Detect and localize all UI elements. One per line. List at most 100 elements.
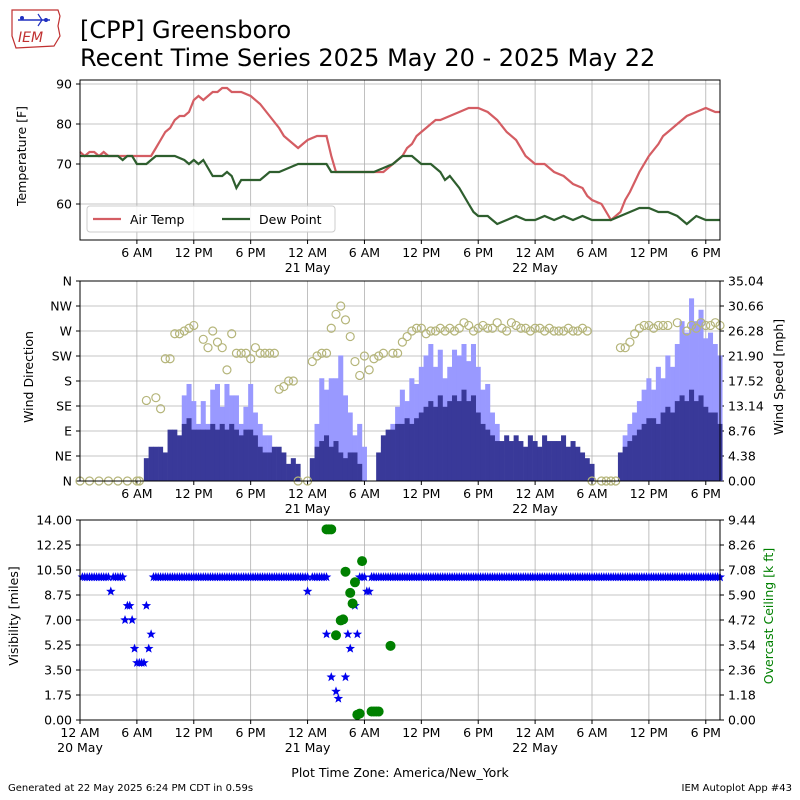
vis-x-tick-sub-8: 22 May <box>512 740 558 755</box>
speed-bar-83 <box>499 441 505 481</box>
speed-bar-80 <box>485 429 491 481</box>
wind-dir-point-119 <box>701 320 711 331</box>
vis-y-tick-label-3: 5.25 <box>44 638 72 653</box>
speed-bar-90 <box>532 441 538 481</box>
speed-bar-111 <box>632 435 638 481</box>
speed-bar-45 <box>319 441 325 481</box>
wind-dir-point-19 <box>203 343 213 353</box>
visibility-point-21 <box>127 615 137 624</box>
wind-dir-point-34 <box>274 384 284 394</box>
wind-dir-point-121 <box>710 318 720 328</box>
speed-bar-121 <box>679 395 685 481</box>
visibility-point-11 <box>103 572 114 582</box>
speed-bar-82 <box>494 441 500 481</box>
speed-bar-23 <box>214 429 221 481</box>
speed-bar-79 <box>480 423 486 481</box>
chart-title: [CPP] Greensboro Recent Time Series 2025… <box>80 16 655 72</box>
speed-bar-97 <box>565 446 571 481</box>
wind-x-tick-label-3: 12 AM <box>288 486 327 501</box>
wind-y2-label: Wind Speed [mph] <box>771 319 786 435</box>
wind-dir-point-62 <box>416 323 426 333</box>
speed-bar-94 <box>551 441 557 481</box>
speed-bar-128 <box>712 412 718 481</box>
speed-bar-28 <box>238 435 244 481</box>
vis-y-tick-label-6: 10.50 <box>36 563 72 578</box>
speed-bar-27 <box>233 429 239 481</box>
wind-y-tick-label-7: NW <box>50 299 72 314</box>
speed-bar-16 <box>181 423 187 481</box>
ceiling-point-5 <box>338 614 349 625</box>
wind-y-tick-label-3: SE <box>56 399 72 414</box>
speed-bar-81 <box>489 435 495 481</box>
vis-x-tick-label-9: 6 AM <box>576 725 607 740</box>
vis-x-tick-label-0: 12 AM <box>60 725 99 740</box>
visibility-point-33 <box>321 629 332 639</box>
wind-dir-point-86 <box>530 323 540 333</box>
vis-x-tick-label-3: 6 PM <box>236 725 266 740</box>
wind-dir-point-107 <box>634 323 645 333</box>
wind-dir-point-106 <box>630 329 640 339</box>
wind-x-tick-sub-3: 21 May <box>285 501 331 516</box>
gust-bar-29 <box>342 395 349 481</box>
visibility-point-39 <box>340 672 351 682</box>
vis-y-tick-label-1: 1.75 <box>44 688 72 703</box>
visibility-point-17 <box>117 572 128 582</box>
speed-bar-100 <box>579 452 586 481</box>
visibility-point-32 <box>302 586 313 596</box>
speed-bar-44 <box>314 446 320 481</box>
gust-bar-28 <box>338 355 344 481</box>
speed-bar-11 <box>158 446 164 481</box>
wind-x-tick-label-2: 6 PM <box>236 486 266 501</box>
ceiling-point-6 <box>340 566 351 577</box>
visibility-point-36 <box>333 693 344 703</box>
wind-dir-point-28 <box>246 354 256 364</box>
wind-dir-point-8 <box>141 395 151 406</box>
gust-bar-77 <box>707 332 714 481</box>
wind-y2-tick-label-6: 26.28 <box>728 324 764 339</box>
vis-x-tick-label-11: 6 PM <box>691 725 721 740</box>
temp-x-tick-label-2: 6 PM <box>236 245 266 260</box>
vis-x-tick-label-6: 12 PM <box>402 725 440 740</box>
wind-dir-point-111 <box>653 320 663 331</box>
wind-dir-point-44 <box>326 323 336 333</box>
wind-y2-tick-label-7: 30.66 <box>728 299 764 314</box>
vis-y-tick-label-0: 0.00 <box>44 713 72 728</box>
wind-dir-point-93 <box>563 323 573 333</box>
speed-bar-58 <box>380 435 386 481</box>
speed-bar-9 <box>148 446 154 481</box>
visibility-point-20 <box>125 600 135 610</box>
wind-y-label: Wind Direction <box>21 331 36 423</box>
wind-y-tick-label-5: SW <box>52 349 72 364</box>
speed-bar-78 <box>475 412 481 481</box>
wind-dir-point-42 <box>317 348 327 358</box>
speed-bar-29 <box>243 429 249 481</box>
speed-bar-76 <box>466 401 472 481</box>
ceiling-point-9 <box>349 577 360 588</box>
wind-dir-point-108 <box>639 320 649 331</box>
speed-bar-114 <box>646 418 652 481</box>
visibility-point-28 <box>144 643 154 653</box>
speed-bar-36 <box>276 446 282 481</box>
visibility-point-29 <box>146 629 156 639</box>
wind-y2-tick-label-3: 13.14 <box>728 399 764 414</box>
wind-dir-point-83 <box>516 323 526 333</box>
speed-bar-34 <box>267 452 273 481</box>
speed-bar-19 <box>195 429 202 481</box>
vis-x-tick-label-4: 12 AM <box>288 725 327 740</box>
vis-y2-tick-label-8: 9.44 <box>728 513 756 528</box>
visibility-point-116 <box>302 572 313 582</box>
gust-bar-75 <box>698 309 704 481</box>
vis-y-tick-label-2: 3.50 <box>44 663 72 678</box>
wind-dir-point-60 <box>407 326 417 336</box>
visibility-point-27 <box>141 600 152 610</box>
speed-bar-73 <box>451 395 458 481</box>
wind-dir-point-92 <box>558 326 569 336</box>
speed-bar-57 <box>376 452 382 481</box>
wind-x-tick-label-1: 12 PM <box>175 486 213 501</box>
speed-bar-85 <box>508 441 514 481</box>
wind-dir-point-31 <box>260 348 270 358</box>
speed-bar-72 <box>447 401 453 481</box>
ceiling-point-12 <box>357 556 368 567</box>
temp-x-tick-label-9: 12 PM <box>630 245 668 260</box>
wind-dir-point-89 <box>544 323 554 333</box>
